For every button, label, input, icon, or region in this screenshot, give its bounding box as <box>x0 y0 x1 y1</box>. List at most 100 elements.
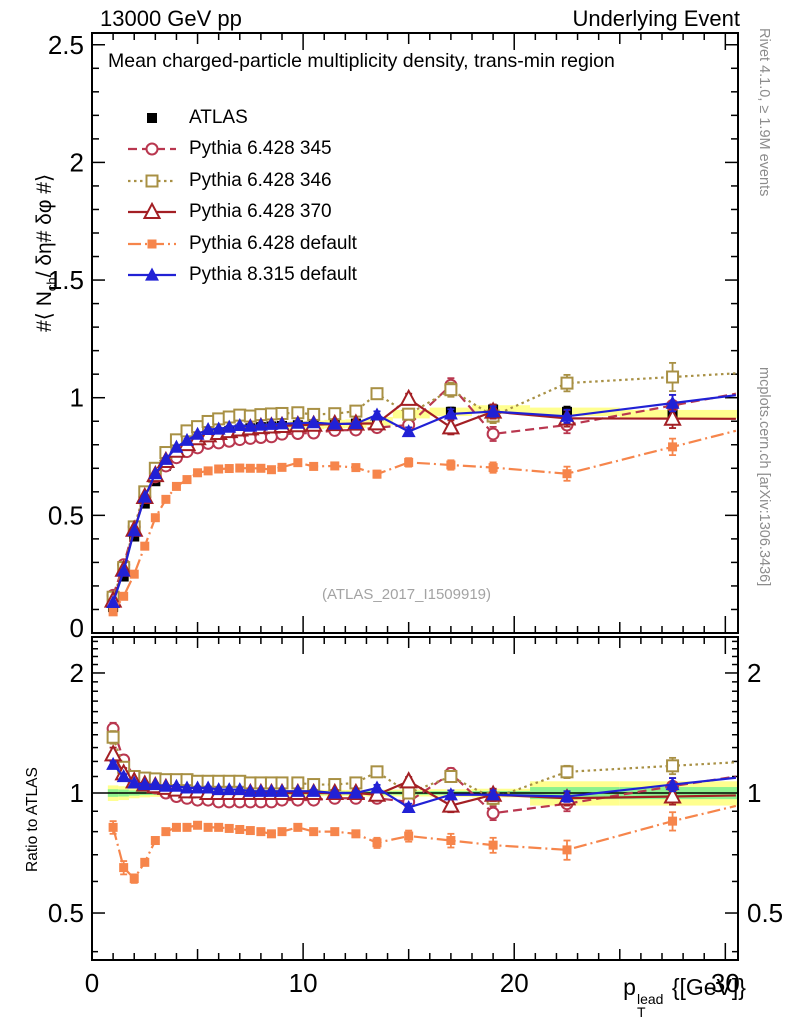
data-point-marker <box>201 780 216 794</box>
data-point-marker <box>145 267 159 281</box>
data-point-marker <box>129 569 139 579</box>
data-point-marker <box>560 376 574 390</box>
data-point-marker <box>668 442 678 452</box>
series-main-pythia-6-428-default <box>108 429 737 617</box>
legend-label: Pythia 8.315 default <box>189 264 357 286</box>
data-point-marker <box>148 466 163 480</box>
data-point-marker <box>245 826 255 836</box>
data-point-marker <box>560 408 574 422</box>
svg-text:0.5: 0.5 <box>48 898 84 928</box>
data-point-marker <box>264 783 279 797</box>
legend-swatch <box>128 174 176 188</box>
data-point-marker <box>145 142 159 156</box>
rivet-version-note: Rivet 4.1.0, ≥ 1.9M events <box>756 28 772 197</box>
legend-swatch <box>147 112 157 123</box>
series-main-pythia-6-428-346 <box>106 361 736 604</box>
data-point-marker <box>367 784 387 802</box>
data-point-marker <box>404 831 414 841</box>
data-point-marker <box>446 836 456 846</box>
data-point-marker <box>306 783 321 797</box>
svg-text:1: 1 <box>747 778 761 808</box>
series-main-pythia-8-315-default <box>106 393 737 608</box>
data-point-marker <box>402 407 416 421</box>
data-point-marker <box>666 370 680 384</box>
data-point-marker <box>145 174 159 188</box>
data-point-marker <box>235 824 245 834</box>
data-point-marker <box>290 415 305 429</box>
data-point-marker <box>663 786 682 804</box>
data-point-marker <box>309 461 319 471</box>
svg-text:1.5: 1.5 <box>48 265 84 295</box>
svg-text:0.5: 0.5 <box>48 500 84 530</box>
data-point-marker <box>668 816 678 826</box>
header-topic: Underlying Event <box>572 6 740 31</box>
data-point-marker <box>108 822 118 832</box>
axis-ticks <box>92 33 738 960</box>
data-point-marker <box>142 202 162 220</box>
data-point-marker <box>211 421 226 435</box>
data-point-marker <box>372 469 382 479</box>
legend-label: Pythia 6.428 370 <box>189 201 332 223</box>
data-point-marker <box>401 799 416 814</box>
svg-text:2.5: 2.5 <box>48 30 84 60</box>
svg-text:20: 20 <box>500 968 529 998</box>
data-point-marker <box>348 416 363 430</box>
legend-item-pythia-6-428-346: Pythia 6.428 346 <box>126 165 357 197</box>
panel-frames <box>91 32 739 961</box>
data-point-marker <box>306 415 321 429</box>
data-point-marker <box>211 782 226 796</box>
data-point-marker <box>137 777 152 791</box>
data-point-marker <box>446 460 456 470</box>
legend-swatch <box>128 142 176 156</box>
legend-item-pythia-6-428-345: Pythia 6.428 345 <box>126 134 357 166</box>
data-point-marker <box>161 827 171 837</box>
data-point-marker <box>290 783 305 797</box>
data-point-marker <box>486 787 501 801</box>
svg-text:0: 0 <box>85 968 99 998</box>
data-point-marker <box>169 439 184 453</box>
data-point-marker <box>256 827 266 837</box>
data-point-marker <box>663 408 682 426</box>
data-point-marker <box>256 463 266 473</box>
data-point-marker <box>150 836 160 846</box>
svg-text:2: 2 <box>747 658 761 688</box>
mcplots-arxiv-note: mcplots.cern.ch [arXiv:1306.3436] <box>756 367 772 587</box>
data-point-marker <box>370 765 384 779</box>
x-axis-title: p lead T {[GeV]} <box>623 974 746 1020</box>
data-point-marker <box>370 387 384 401</box>
data-point-marker <box>253 783 268 797</box>
legend-item-pythia-6-428-default: Pythia 6.428 default <box>126 228 357 260</box>
data-point-marker <box>119 591 129 601</box>
legend-swatch <box>128 202 176 220</box>
data-point-marker <box>309 827 319 837</box>
data-point-marker <box>182 475 192 485</box>
legend-swatch <box>128 267 176 281</box>
data-point-marker <box>158 778 173 792</box>
data-point-marker <box>129 874 139 884</box>
data-point-marker <box>214 464 224 474</box>
data-point-marker <box>190 426 205 440</box>
svg-text:1: 1 <box>70 383 84 413</box>
data-point-marker <box>127 523 142 537</box>
data-point-marker <box>264 416 279 430</box>
data-point-marker <box>224 464 234 474</box>
data-point-marker <box>182 822 192 832</box>
data-point-marker <box>367 413 387 431</box>
legend-item-atlas: ATLAS <box>126 102 357 134</box>
data-point-marker <box>116 563 131 577</box>
data-point-marker <box>171 822 181 832</box>
data-point-marker <box>327 416 342 430</box>
legend: ATLAS Pythia 6.428 345 Pythia 6.428 346 Pyt… <box>126 102 357 291</box>
data-point-marker <box>147 112 157 123</box>
data-point-marker <box>193 468 203 478</box>
data-point-marker <box>486 404 501 418</box>
data-point-marker <box>486 427 500 441</box>
data-point-marker <box>348 785 363 799</box>
ratio-axis-title: Ratio to ATLAS <box>24 767 41 872</box>
data-point-marker <box>665 777 680 791</box>
legend-label: Pythia 6.428 345 <box>189 138 332 160</box>
data-point-marker <box>201 422 216 436</box>
data-point-marker <box>243 783 258 797</box>
data-point-marker <box>140 857 150 867</box>
